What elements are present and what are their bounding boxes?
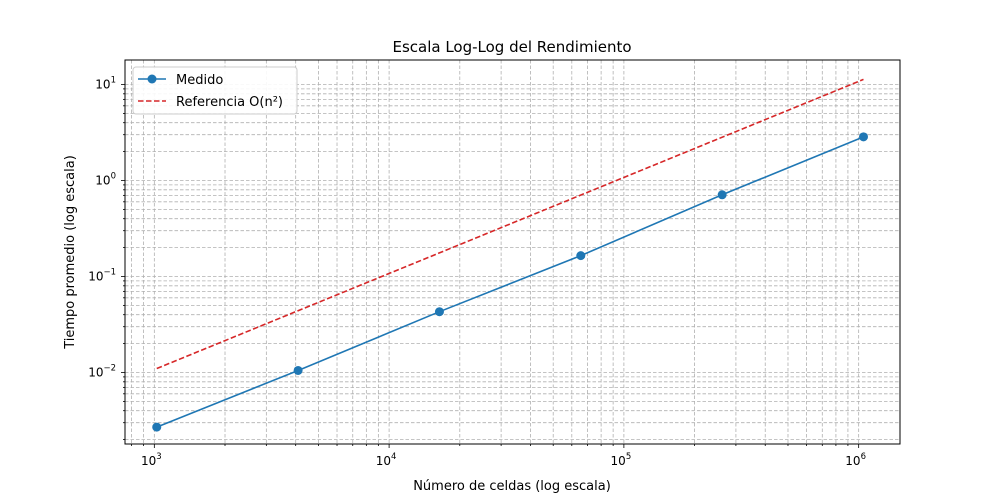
major-grid (125, 60, 900, 444)
x-axis-label: Número de celdas (log escala) (413, 479, 611, 494)
data-point (717, 190, 727, 200)
series-line-1 (156, 78, 864, 370)
y-tick-label: 101 (95, 76, 116, 92)
axes-frame (124, 59, 901, 445)
minor-grid (125, 60, 900, 444)
y-tick-label: 10−1 (88, 268, 116, 284)
legend: Medido Referencia O(n²) (132, 66, 298, 115)
chart-title: Escala Log-Log del Rendimiento (392, 38, 631, 56)
y-tick-label: 100 (95, 172, 116, 188)
data-point (576, 251, 586, 261)
y-tick-label: 10−2 (88, 364, 116, 380)
data-point (434, 307, 444, 317)
x-tick-label: 105 (611, 452, 632, 468)
series-layer (152, 78, 868, 432)
x-tick-label: 106 (845, 452, 866, 468)
y-axis-label: Tiempo promedio (log escala) (63, 155, 78, 350)
x-tick-label: 103 (141, 452, 162, 468)
legend-box (132, 66, 298, 115)
data-point (152, 422, 162, 432)
series-line-0 (156, 136, 864, 428)
x-tick-label: 104 (376, 452, 397, 468)
legend-label-medido: Medido (176, 73, 223, 88)
data-point (858, 132, 868, 142)
legend-label-referencia: Referencia O(n²) (176, 95, 283, 110)
legend-marker-medido (147, 74, 157, 84)
data-point (293, 365, 303, 375)
